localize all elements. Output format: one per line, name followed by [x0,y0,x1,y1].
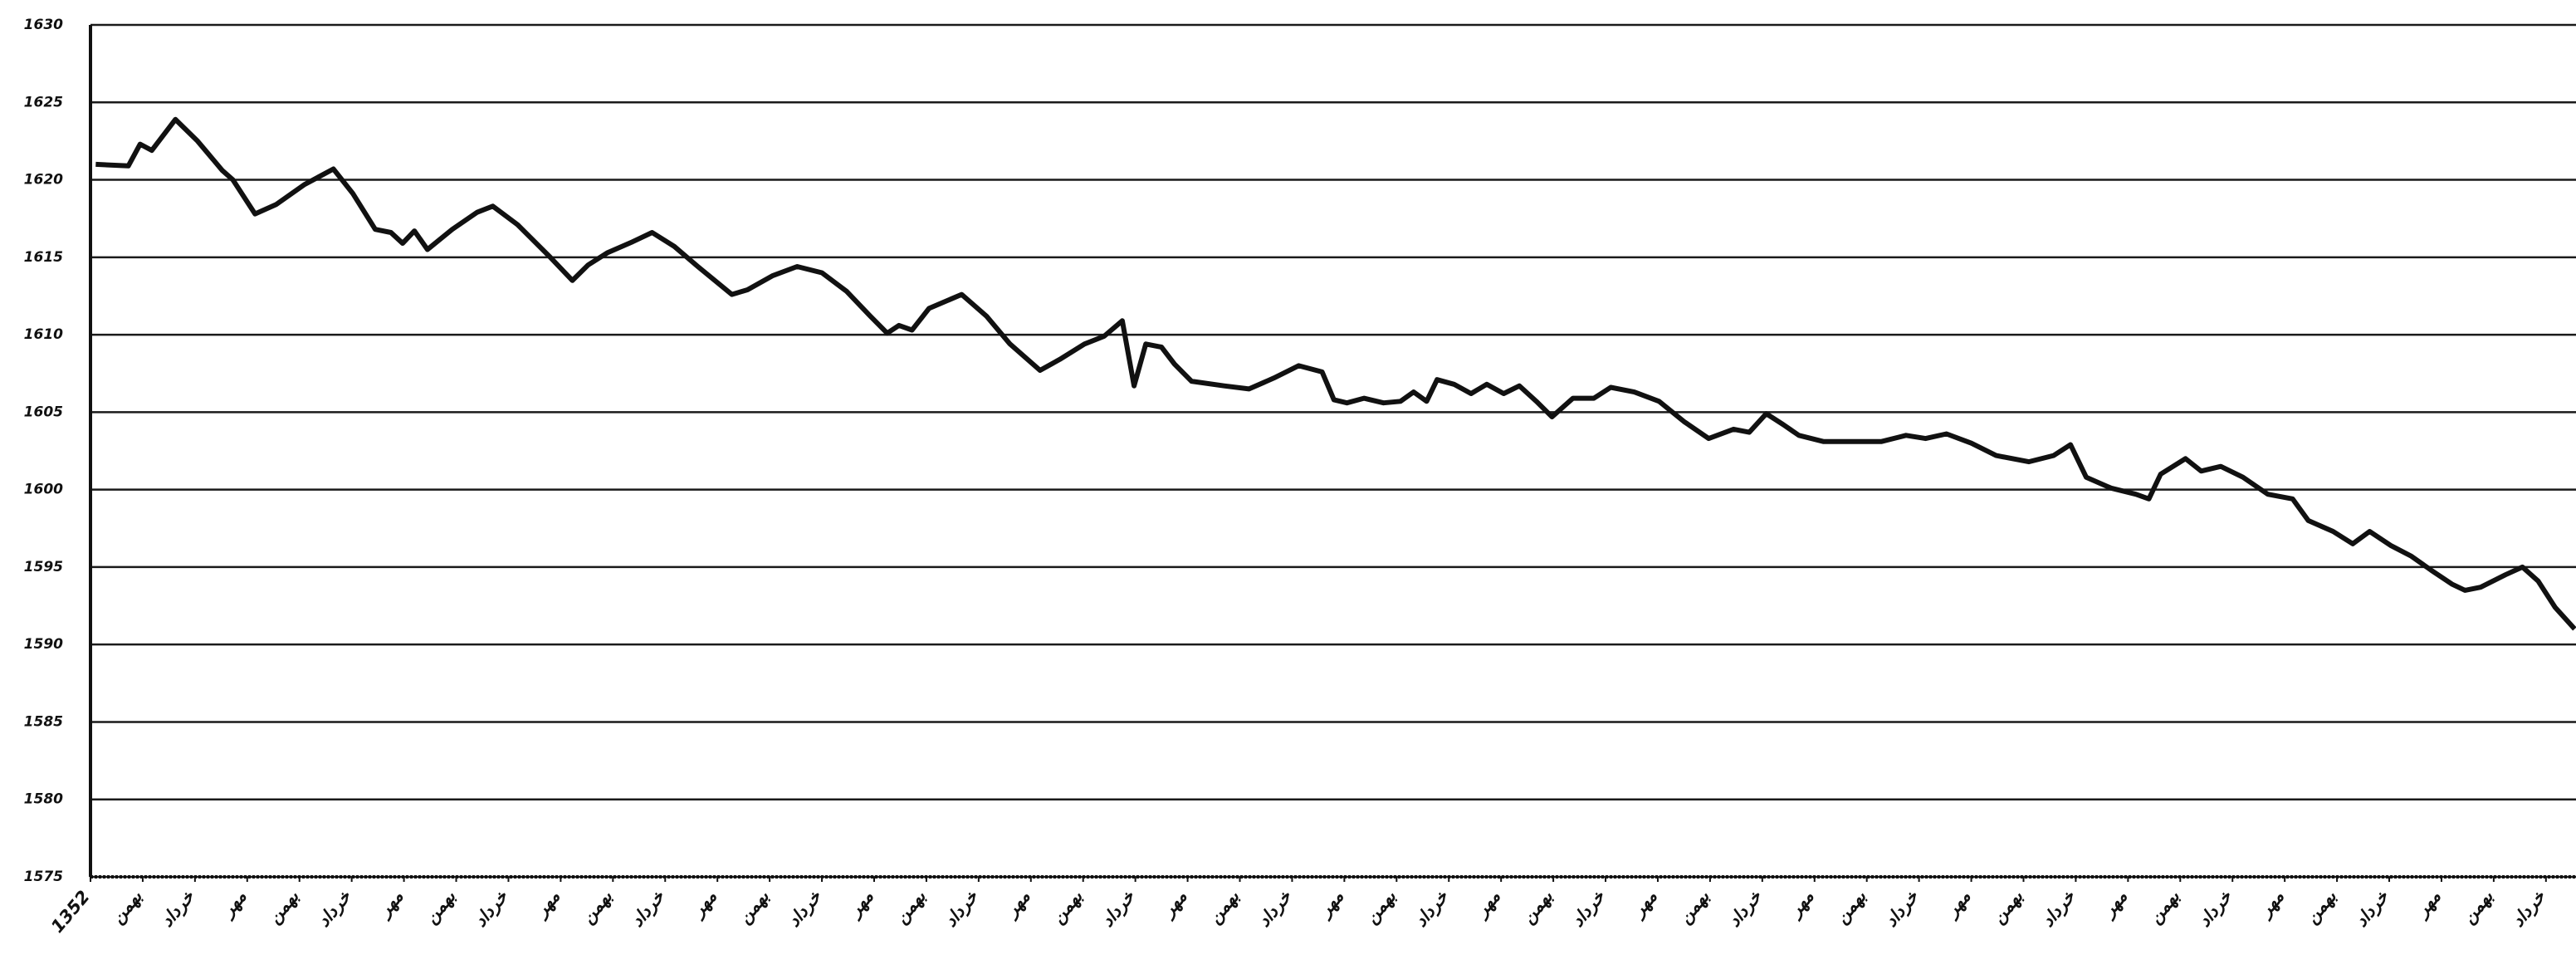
y-tick-label: 1595 [24,559,63,575]
y-tick-label: 1590 [24,636,63,653]
y-tick-label: 1600 [24,482,63,498]
data-line [95,116,2576,631]
y-tick-label: 1605 [24,404,63,420]
y-tick-label: 1630 [24,17,63,33]
y-tick-label: 1610 [24,326,63,343]
y-tick-label: 1585 [24,713,63,730]
y-tick-label: 1575 [24,869,63,885]
y-tick-label: 1620 [24,172,63,188]
y-tick-label: 1580 [24,791,63,808]
y-tick-label: 1625 [24,94,63,110]
y-tick-label: 1615 [24,249,63,266]
